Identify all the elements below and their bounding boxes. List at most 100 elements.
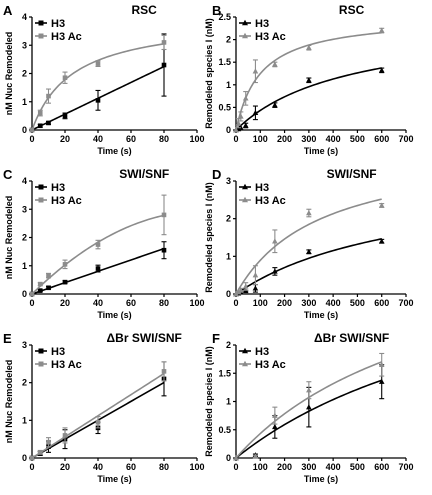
- chart-b-series-h3-point: [378, 67, 385, 73]
- chart-b-x-axis-title: Time (s): [304, 146, 338, 156]
- chart-d-series-h3ac: H3 Ac: [233, 195, 385, 297]
- chart-a-x-tick-label: 40: [93, 134, 103, 144]
- chart-e-series-h3-legend-marker: [38, 348, 44, 354]
- chart-c-series-h3ac-legend-marker: [38, 197, 44, 203]
- chart-b-series-h3ac-point: [252, 68, 259, 74]
- chart-f-series-h3ac-point: [252, 453, 259, 459]
- chart-d-series-h3ac-point: [252, 272, 259, 278]
- chart-c-x-tick-label: 40: [93, 298, 103, 308]
- chart-c-x-tick-label: 100: [189, 298, 204, 308]
- chart-f-x-axis-title: Time (s): [304, 474, 338, 484]
- chart-b-x-tick-label: 100: [253, 134, 268, 144]
- chart-a-series-h3ac-fit-line: [31, 43, 165, 131]
- chart-f-x-tick-label: 300: [301, 462, 316, 472]
- chart-a-x-tick-label: 100: [189, 134, 204, 144]
- chart-d-x-tick-label: 400: [326, 298, 341, 308]
- chart-e-x-axis-title: Time (s): [97, 474, 131, 484]
- chart-b-series-h3ac-point: [378, 27, 385, 33]
- chart-d-series-h3-point: [252, 285, 259, 291]
- chart-f-series-h3ac-point: [272, 412, 278, 418]
- chart-a-series-h3-point: [46, 120, 51, 126]
- chart-c-series-h3ac-point: [29, 291, 35, 297]
- chart-b-series-h3ac-point: [306, 44, 312, 50]
- chart-c-series-h3ac-point: [37, 281, 43, 287]
- chart-c-y-tick-label: 3: [22, 204, 27, 214]
- chart-b-x-tick-label: 300: [301, 134, 316, 144]
- chart-c: C SWI/SNF 0 20 40 60 80 100 0 1 2 3 4 Time (s) nM Nuc …: [3, 167, 205, 320]
- chart-d-y-tick-label: 2: [226, 214, 231, 224]
- chart-e: E ΔBr SWI/SNF 0 20 40 60 80 100 0 1 2 3 Time (s) nM N…: [3, 331, 205, 484]
- chart-a-series-h3ac-point: [29, 127, 35, 133]
- chart-b-y-tick-label: 2: [226, 35, 231, 45]
- chart-d: D SWI/SNF 0 100 200 300 400 500 600 700 0 1 2 3 Time (…: [204, 167, 414, 320]
- chart-e-letter: E: [3, 331, 12, 346]
- chart-b-series-h3-point: [242, 122, 249, 128]
- chart-f-series-h3-point: [306, 404, 312, 410]
- chart-a-x-tick-label: 80: [159, 134, 169, 144]
- chart-b-series-h3-point: [252, 109, 259, 116]
- chart-c-series-h3ac-legend-label: H3 Ac: [51, 195, 82, 207]
- chart-f-title: ΔBr SWI/SNF: [314, 331, 389, 345]
- chart-c-series-h3-point: [46, 285, 51, 291]
- chart-e-series-h3ac-legend-marker: [38, 361, 44, 367]
- chart-d-x-tick-label: 200: [277, 298, 292, 308]
- chart-c-title: SWI/SNF: [119, 167, 169, 181]
- chart-d-x-tick-label: 100: [253, 298, 268, 308]
- chart-f-series-h3ac-point: [306, 387, 312, 393]
- chart-d-series-h3ac-point: [242, 283, 249, 289]
- chart-d-x-tick-label: 600: [374, 298, 389, 308]
- chart-f-y-tick-label: 1.5: [218, 368, 231, 378]
- chart-d-series-h3ac-point: [378, 202, 385, 208]
- chart-d-series-h3-point: [378, 238, 385, 244]
- chart-e-series-h3ac-point: [95, 419, 101, 425]
- chart-c-series-h3ac: H3 Ac: [29, 194, 167, 297]
- chart-b-series-h3-point: [306, 77, 312, 83]
- chart-a-x-tick-label: 60: [126, 134, 136, 144]
- chart-d-y-tick-label: 0: [226, 289, 231, 299]
- chart-e-title: ΔBr SWI/SNF: [107, 331, 182, 345]
- chart-a-x-tick-label: 20: [60, 134, 70, 144]
- chart-f-x-tick-label: 700: [398, 462, 413, 472]
- chart-e-y-tick-label: 1: [22, 415, 27, 425]
- chart-f-y-tick-label: 0.5: [218, 425, 231, 435]
- chart-b-series-h3-legend-marker: [242, 19, 248, 26]
- chart-f-series-h3-point: [378, 378, 385, 384]
- chart-d-y-tick-label: 1: [226, 251, 231, 261]
- chart-b-series-h3ac-legend-label: H3 Ac: [255, 31, 286, 43]
- chart-e-series-h3ac-point: [37, 450, 43, 455]
- chart-b-y-tick-label: 1: [226, 80, 231, 90]
- chart-a-series-h3-point: [62, 113, 68, 119]
- chart-a-series-h3-point: [95, 98, 101, 103]
- chart-e-y-tick-label: 3: [22, 340, 27, 350]
- chart-c-series-h3-point: [95, 266, 101, 271]
- chart-b-y-tick-label: 0: [226, 125, 231, 135]
- chart-c-y-tick-label: 0: [22, 289, 27, 299]
- chart-c-series-h3-point: [161, 247, 167, 253]
- chart-a: A RSC 0 20 40 60 80 100 0 1 2 3 4 Time (s) nM Nuc Remo…: [3, 3, 205, 156]
- chart-b-series-h3-fit-line: [235, 67, 382, 131]
- chart-d-series-h3-point: [306, 248, 312, 255]
- chart-a-y-tick-label: 3: [22, 40, 27, 50]
- chart-a-series-h3-point: [161, 62, 167, 68]
- chart-a-letter: A: [3, 3, 13, 18]
- chart-b-series-h3-legend-label: H3: [255, 18, 269, 30]
- chart-b-series-h3ac-point: [235, 120, 242, 126]
- chart-f-x-tick-label: 600: [374, 462, 389, 472]
- chart-d-letter: D: [212, 167, 221, 182]
- chart-b-letter: B: [212, 3, 221, 18]
- chart-a-x-axis-title: Time (s): [97, 146, 131, 156]
- chart-c-y-tick-label: 4: [22, 176, 27, 186]
- chart-d-title: SWI/SNF: [327, 167, 377, 181]
- chart-d-series-h3ac-point: [272, 238, 278, 244]
- chart-a-y-tick-label: 1: [22, 97, 27, 107]
- chart-b-x-tick-label: 600: [374, 134, 389, 144]
- chart-f-x-tick-label: 200: [277, 462, 292, 472]
- chart-d-series-h3-legend-label: H3: [255, 182, 269, 194]
- chart-e-y-axis-title: nM Nuc Remodeled: [4, 360, 14, 444]
- chart-e-x-tick-label: 100: [189, 462, 204, 472]
- chart-e-x-tick-label: 0: [29, 462, 34, 472]
- chart-f-x-tick-label: 100: [253, 462, 268, 472]
- chart-e-series-h3ac-point: [29, 455, 35, 461]
- chart-f-y-tick-label: 1: [226, 397, 231, 407]
- chart-c-letter: C: [3, 167, 13, 182]
